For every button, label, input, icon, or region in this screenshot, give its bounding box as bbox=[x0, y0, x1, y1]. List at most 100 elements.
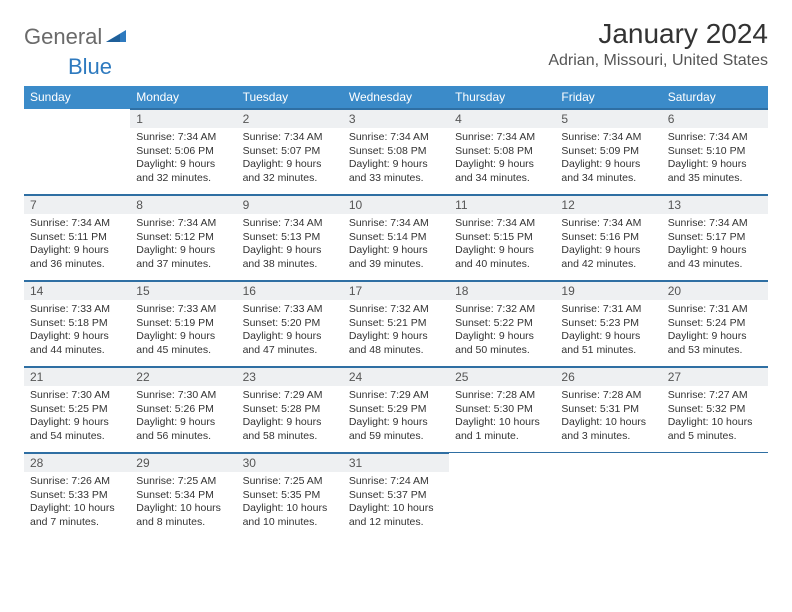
sunrise-text: Sunrise: 7:34 AM bbox=[349, 131, 443, 145]
sunrise-text: Sunrise: 7:33 AM bbox=[136, 303, 230, 317]
weekday-header: Sunday bbox=[24, 86, 130, 109]
calendar-cell: 14Sunrise: 7:33 AMSunset: 5:18 PMDayligh… bbox=[24, 281, 130, 367]
day-number: 2 bbox=[237, 109, 343, 128]
day-details: Sunrise: 7:34 AMSunset: 5:15 PMDaylight:… bbox=[449, 214, 555, 278]
sunset-text: Sunset: 5:23 PM bbox=[561, 317, 655, 331]
day-number: 8 bbox=[130, 195, 236, 214]
day-details: Sunrise: 7:31 AMSunset: 5:24 PMDaylight:… bbox=[662, 300, 768, 364]
day-number: 28 bbox=[24, 453, 130, 472]
sunset-text: Sunset: 5:35 PM bbox=[243, 489, 337, 503]
day-number: 20 bbox=[662, 281, 768, 300]
daylight-text: Daylight: 9 hours and 35 minutes. bbox=[668, 158, 762, 185]
sunrise-text: Sunrise: 7:28 AM bbox=[455, 389, 549, 403]
day-number: 4 bbox=[449, 109, 555, 128]
sunset-text: Sunset: 5:18 PM bbox=[30, 317, 124, 331]
day-details: Sunrise: 7:34 AMSunset: 5:08 PMDaylight:… bbox=[449, 128, 555, 192]
weekday-header-row: Sunday Monday Tuesday Wednesday Thursday… bbox=[24, 86, 768, 109]
sunrise-text: Sunrise: 7:31 AM bbox=[561, 303, 655, 317]
calendar-cell: 19 Sunrise: 7:31 AMSunset: 5:23 PMDayligh… bbox=[555, 281, 661, 367]
sunset-text: Sunset: 5:11 PM bbox=[30, 231, 124, 245]
daylight-text: Daylight: 9 hours and 36 minutes. bbox=[30, 244, 124, 271]
day-number: 27 bbox=[662, 367, 768, 386]
sunrise-text: Sunrise: 7:30 AM bbox=[30, 389, 124, 403]
calendar-cell: 28Sunrise: 7:26 AMSunset: 5:33 PMDayligh… bbox=[24, 453, 130, 539]
day-number: 11 bbox=[449, 195, 555, 214]
day-number: 6 bbox=[662, 109, 768, 128]
daylight-text: Daylight: 10 hours and 7 minutes. bbox=[30, 502, 124, 529]
daylight-text: Daylight: 10 hours and 5 minutes. bbox=[668, 416, 762, 443]
daylight-text: Daylight: 9 hours and 51 minutes. bbox=[561, 330, 655, 357]
day-number: 9 bbox=[237, 195, 343, 214]
calendar-week-row: 21Sunrise: 7:30 AMSunset: 5:25 PMDayligh… bbox=[24, 367, 768, 453]
weekday-header: Wednesday bbox=[343, 86, 449, 109]
day-number: 31 bbox=[343, 453, 449, 472]
sunrise-text: Sunrise: 7:34 AM bbox=[455, 131, 549, 145]
day-details: Sunrise: 7:34 AMSunset: 5:09 PMDaylight:… bbox=[555, 128, 661, 192]
calendar-table: Sunday Monday Tuesday Wednesday Thursday… bbox=[24, 86, 768, 539]
calendar-cell bbox=[555, 453, 661, 539]
calendar-cell: 21Sunrise: 7:30 AMSunset: 5:25 PMDayligh… bbox=[24, 367, 130, 453]
daylight-text: Daylight: 9 hours and 39 minutes. bbox=[349, 244, 443, 271]
daylight-text: Daylight: 9 hours and 42 minutes. bbox=[561, 244, 655, 271]
calendar-cell: 2Sunrise: 7:34 AMSunset: 5:07 PMDaylight… bbox=[237, 109, 343, 195]
sunrise-text: Sunrise: 7:32 AM bbox=[455, 303, 549, 317]
sunset-text: Sunset: 5:37 PM bbox=[349, 489, 443, 503]
calendar-cell: 31Sunrise: 7:24 AMSunset: 5:37 PMDayligh… bbox=[343, 453, 449, 539]
sunset-text: Sunset: 5:33 PM bbox=[30, 489, 124, 503]
sunrise-text: Sunrise: 7:34 AM bbox=[349, 217, 443, 231]
sunset-text: Sunset: 5:26 PM bbox=[136, 403, 230, 417]
day-details: Sunrise: 7:34 AMSunset: 5:13 PMDaylight:… bbox=[237, 214, 343, 278]
day-details: Sunrise: 7:34 AMSunset: 5:11 PMDaylight:… bbox=[24, 214, 130, 278]
sunrise-text: Sunrise: 7:27 AM bbox=[668, 389, 762, 403]
calendar-cell: 27Sunrise: 7:27 AMSunset: 5:32 PMDayligh… bbox=[662, 367, 768, 453]
day-details: Sunrise: 7:33 AMSunset: 5:20 PMDaylight:… bbox=[237, 300, 343, 364]
sunset-text: Sunset: 5:16 PM bbox=[561, 231, 655, 245]
sunrise-text: Sunrise: 7:32 AM bbox=[349, 303, 443, 317]
sunset-text: Sunset: 5:21 PM bbox=[349, 317, 443, 331]
day-number: 30 bbox=[237, 453, 343, 472]
day-number: 19 bbox=[555, 281, 661, 300]
calendar-cell: 17Sunrise: 7:32 AMSunset: 5:21 PMDayligh… bbox=[343, 281, 449, 367]
sunrise-text: Sunrise: 7:31 AM bbox=[668, 303, 762, 317]
sunrise-text: Sunrise: 7:29 AM bbox=[349, 389, 443, 403]
calendar-cell: 13Sunrise: 7:34 AMSunset: 5:17 PMDayligh… bbox=[662, 195, 768, 281]
logo-text-blue: Blue bbox=[68, 54, 112, 79]
day-details: Sunrise: 7:29 AMSunset: 5:28 PMDaylight:… bbox=[237, 386, 343, 450]
calendar-cell: 20Sunrise: 7:31 AMSunset: 5:24 PMDayligh… bbox=[662, 281, 768, 367]
day-number: 7 bbox=[24, 195, 130, 214]
day-number: 22 bbox=[130, 367, 236, 386]
day-number: 15 bbox=[130, 281, 236, 300]
day-number: 13 bbox=[662, 195, 768, 214]
sunrise-text: Sunrise: 7:34 AM bbox=[561, 217, 655, 231]
sunset-text: Sunset: 5:09 PM bbox=[561, 145, 655, 159]
sunset-text: Sunset: 5:08 PM bbox=[349, 145, 443, 159]
daylight-text: Daylight: 9 hours and 32 minutes. bbox=[136, 158, 230, 185]
sunrise-text: Sunrise: 7:30 AM bbox=[136, 389, 230, 403]
daylight-text: Daylight: 10 hours and 8 minutes. bbox=[136, 502, 230, 529]
day-number: 26 bbox=[555, 367, 661, 386]
calendar-cell bbox=[449, 453, 555, 539]
sunrise-text: Sunrise: 7:33 AM bbox=[243, 303, 337, 317]
day-number: 25 bbox=[449, 367, 555, 386]
sunrise-text: Sunrise: 7:28 AM bbox=[561, 389, 655, 403]
daylight-text: Daylight: 10 hours and 1 minute. bbox=[455, 416, 549, 443]
daylight-text: Daylight: 9 hours and 47 minutes. bbox=[243, 330, 337, 357]
sunset-text: Sunset: 5:34 PM bbox=[136, 489, 230, 503]
day-number: 18 bbox=[449, 281, 555, 300]
weekday-header: Thursday bbox=[449, 86, 555, 109]
sunset-text: Sunset: 5:13 PM bbox=[243, 231, 337, 245]
daylight-text: Daylight: 9 hours and 34 minutes. bbox=[455, 158, 549, 185]
title-block: January 2024 Adrian, Missouri, United St… bbox=[548, 18, 768, 70]
sunrise-text: Sunrise: 7:34 AM bbox=[243, 131, 337, 145]
day-number: 5 bbox=[555, 109, 661, 128]
sunrise-text: Sunrise: 7:34 AM bbox=[243, 217, 337, 231]
calendar-cell: 6Sunrise: 7:34 AMSunset: 5:10 PMDaylight… bbox=[662, 109, 768, 195]
sunset-text: Sunset: 5:22 PM bbox=[455, 317, 549, 331]
weekday-header: Tuesday bbox=[237, 86, 343, 109]
sunset-text: Sunset: 5:28 PM bbox=[243, 403, 337, 417]
daylight-text: Daylight: 9 hours and 43 minutes. bbox=[668, 244, 762, 271]
day-details: Sunrise: 7:26 AMSunset: 5:33 PMDaylight:… bbox=[24, 472, 130, 536]
daylight-text: Daylight: 10 hours and 12 minutes. bbox=[349, 502, 443, 529]
sunrise-text: Sunrise: 7:29 AM bbox=[243, 389, 337, 403]
calendar-cell: 4Sunrise: 7:34 AMSunset: 5:08 PMDaylight… bbox=[449, 109, 555, 195]
